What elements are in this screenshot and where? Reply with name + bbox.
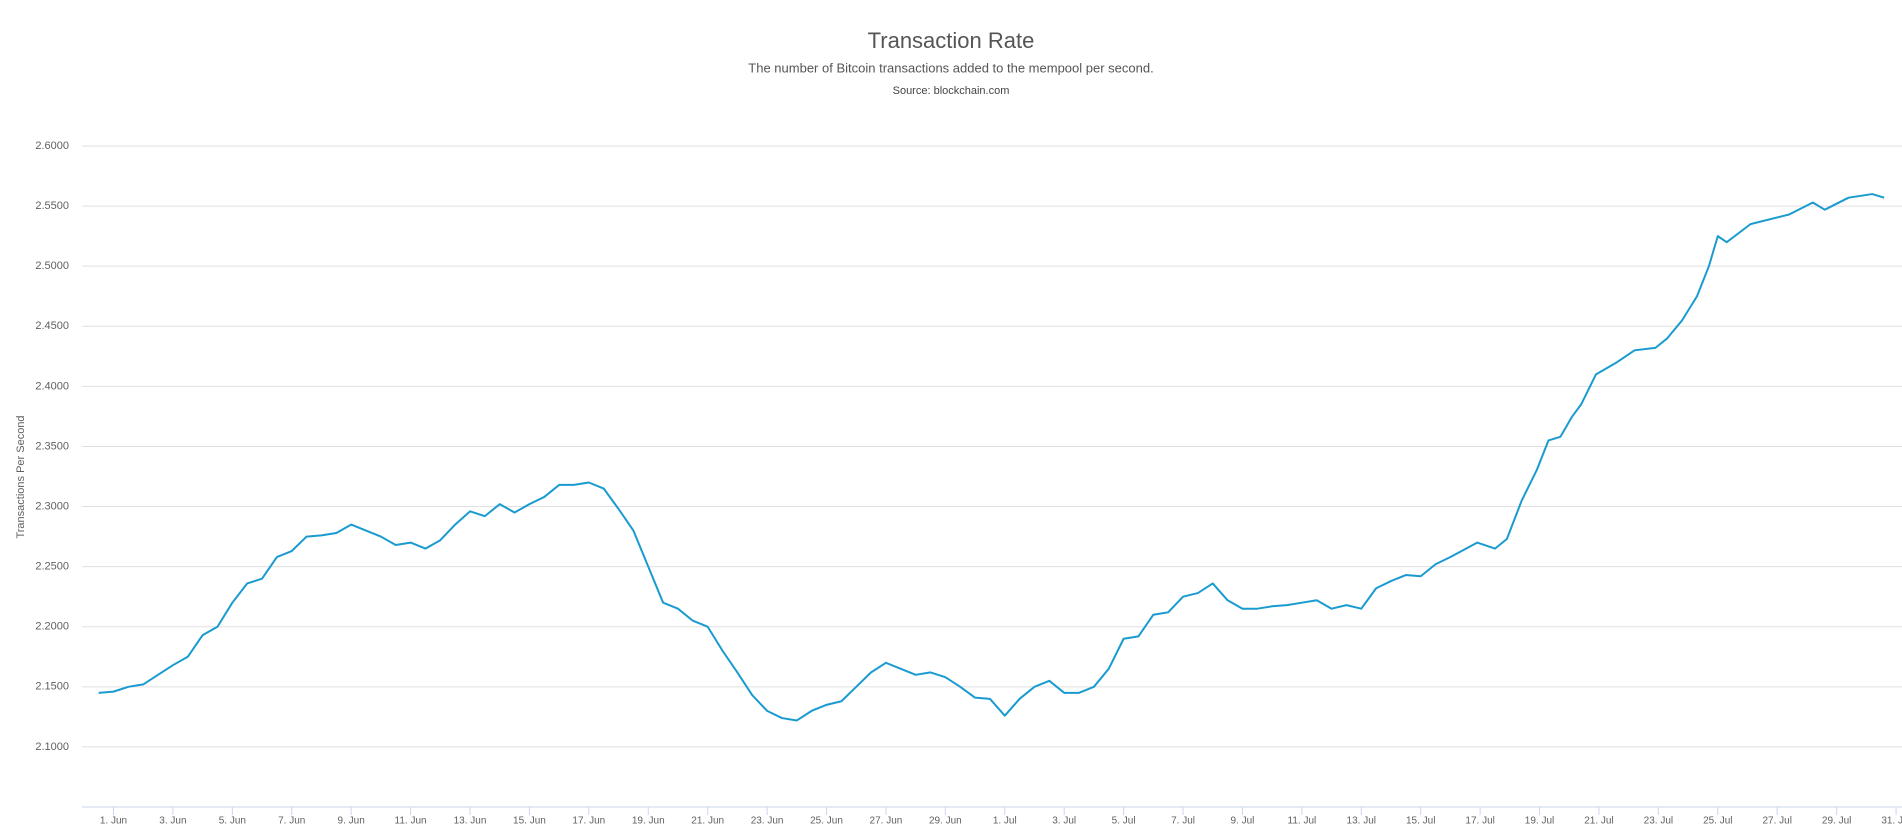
x-tick-label: 19. Jun	[632, 816, 665, 827]
x-tick-label: 25. Jul	[1703, 816, 1732, 827]
x-tick-label: 7. Jun	[278, 816, 305, 827]
x-tick-label: 25. Jun	[810, 816, 843, 827]
x-tick-label: 1. Jun	[100, 816, 127, 827]
x-tick-label: 29. Jun	[929, 816, 962, 827]
y-tick-label: 2.3000	[35, 500, 69, 512]
x-tick-label: 17. Jun	[572, 816, 605, 827]
x-tick-label: 11. Jul	[1288, 816, 1317, 827]
y-tick-label: 2.5000	[35, 260, 69, 272]
x-tick-label: 13. Jul	[1347, 816, 1376, 827]
chart-source: Source: blockchain.com	[893, 85, 1010, 97]
x-tick-label: 5. Jul	[1112, 816, 1136, 827]
x-tick-label: 9. Jul	[1230, 816, 1254, 827]
x-tick-label: 23. Jul	[1644, 816, 1673, 827]
x-tick-label: 1. Jul	[993, 816, 1017, 827]
x-tick-label: 5. Jun	[219, 816, 246, 827]
x-tick-label: 27. Jun	[870, 816, 903, 827]
data-line	[98, 193, 1885, 722]
y-tick-label: 2.1500	[35, 681, 69, 693]
chart-subtitle: The number of Bitcoin transactions added…	[748, 60, 1153, 75]
y-tick-label: 2.6000	[35, 140, 69, 152]
x-tick-label: 15. Jun	[513, 816, 546, 827]
x-tick-label: 27. Jul	[1762, 816, 1791, 827]
y-axis-title: Transactions Per Second	[15, 415, 27, 538]
y-tick-label: 2.4000	[35, 380, 69, 392]
x-tick-label: 7. Jul	[1171, 816, 1195, 827]
x-tick-label: 9. Jun	[338, 816, 365, 827]
y-tick-label: 2.3500	[35, 440, 69, 452]
x-tick-label: 29. Jul	[1822, 816, 1851, 827]
y-tick-label: 2.5500	[35, 200, 69, 212]
x-tick-label: 19. Jul	[1525, 816, 1554, 827]
x-tick-label: 3. Jun	[159, 816, 186, 827]
x-tick-label: 21. Jun	[691, 816, 724, 827]
x-tick-label: 21. Jul	[1584, 816, 1613, 827]
x-tick-label: 23. Jun	[751, 816, 784, 827]
x-tick-label: 17. Jul	[1465, 816, 1494, 827]
y-tick-label: 2.1000	[35, 741, 69, 753]
x-tick-label: 13. Jun	[454, 816, 487, 827]
y-tick-label: 2.2500	[35, 561, 69, 573]
x-tick-label: 31. Jul	[1881, 816, 1902, 827]
x-tick-label: 3. Jul	[1052, 816, 1076, 827]
x-tick-label: 15. Jul	[1406, 816, 1435, 827]
y-tick-label: 2.2000	[35, 621, 69, 633]
y-tick-label: 2.4500	[35, 320, 69, 332]
chart-title: Transaction Rate	[868, 28, 1035, 53]
x-tick-label: 11. Jun	[395, 816, 427, 827]
